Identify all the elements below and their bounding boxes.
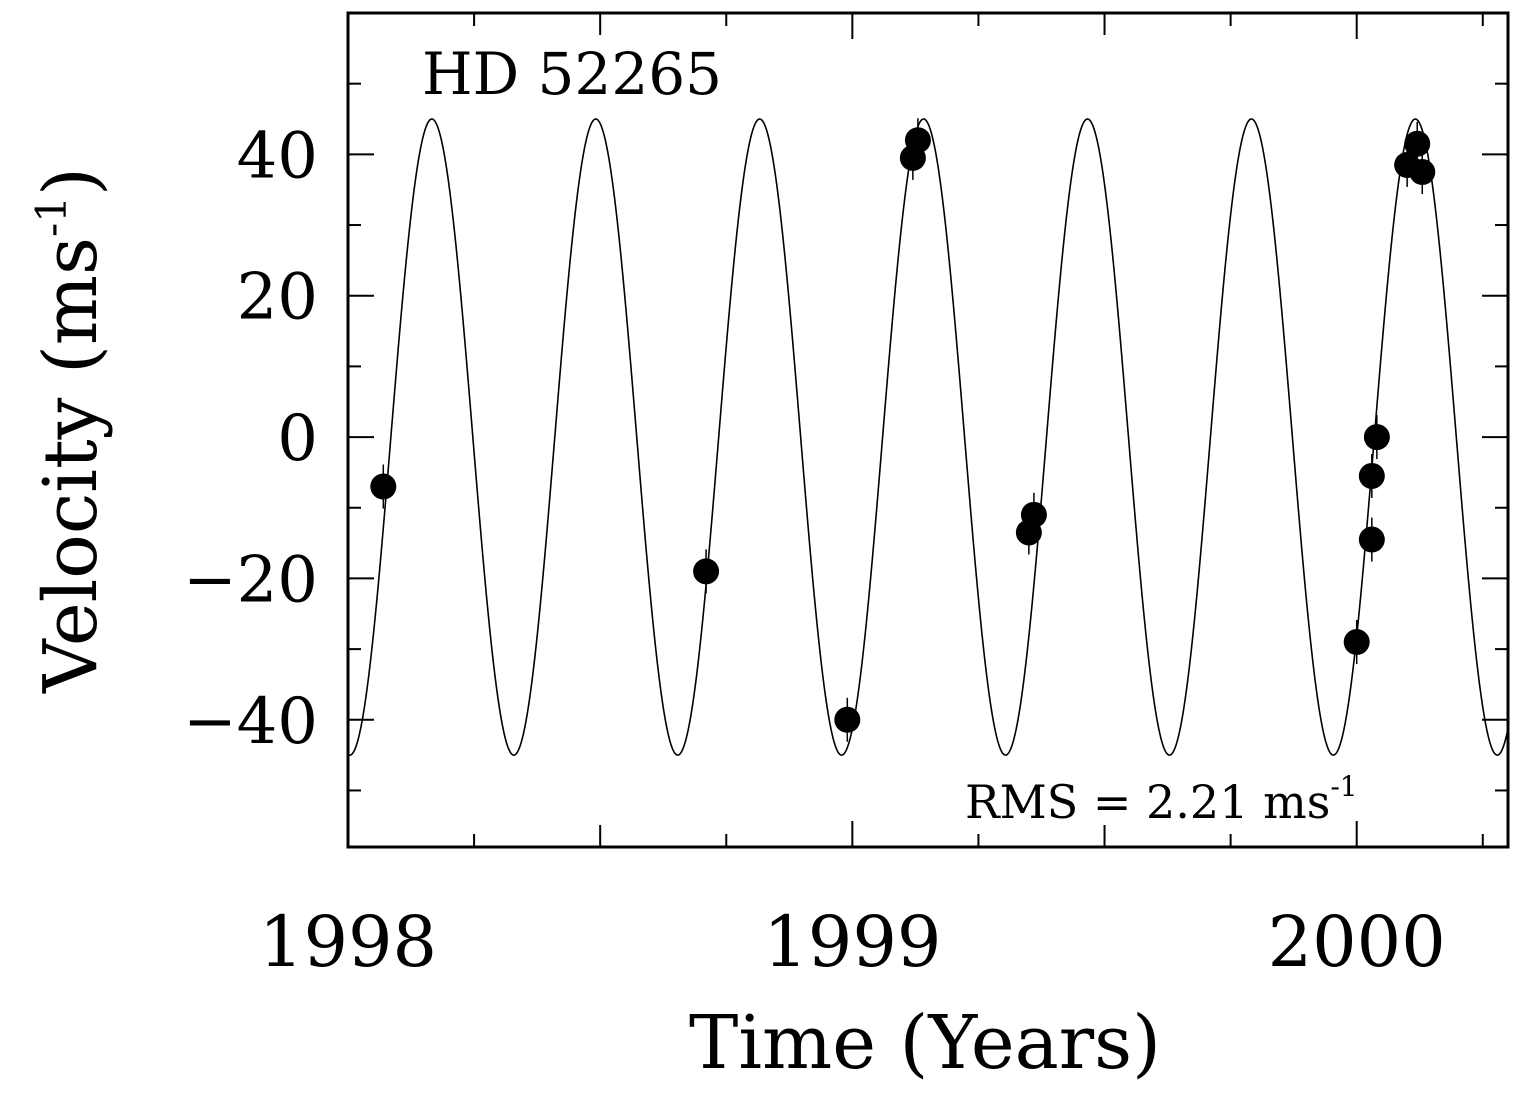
data-point <box>1020 501 1047 528</box>
x-tick-label: 1998 <box>259 901 437 983</box>
y-tick-label: 20 <box>237 261 318 335</box>
y-tick-label: −20 <box>183 543 318 617</box>
data-point <box>1363 424 1390 451</box>
y-tick-label: 0 <box>277 402 318 476</box>
y-axis-label-close: ) <box>28 167 114 196</box>
data-point <box>1343 629 1370 656</box>
x-tick-label: 2000 <box>1268 901 1446 983</box>
star-name-annotation: HD 52265 <box>422 40 722 108</box>
rms-unit-exponent: -1 <box>1330 770 1357 803</box>
orbit-model-curve <box>347 118 1509 756</box>
x-tick-label: 1999 <box>763 901 941 983</box>
data-point <box>834 706 861 733</box>
y-tick-label: −40 <box>183 685 318 759</box>
data-point <box>1358 526 1385 553</box>
data-point <box>693 558 720 585</box>
velocity-data-points <box>370 118 1436 742</box>
rms-annotation: RMS = 2.21 ms-1 <box>965 770 1358 829</box>
y-tick-labels: 40 20 0 −20 −40 <box>183 119 318 758</box>
data-point <box>1409 159 1436 186</box>
x-tick-labels: 1998 1999 2000 <box>259 901 1446 983</box>
rms-text: RMS = 2.21 ms <box>965 775 1330 829</box>
y-axis-label-exponent: -1 <box>27 196 76 237</box>
data-point <box>1358 462 1385 489</box>
minor-ticks <box>348 13 1508 847</box>
data-point <box>370 473 397 500</box>
plot-frame <box>346 11 1510 849</box>
data-point <box>1404 130 1431 157</box>
data-point <box>904 127 931 154</box>
y-axis-label-text: Velocity (ms <box>28 237 114 694</box>
y-tick-label: 40 <box>237 119 318 193</box>
x-axis-label: Time (Years) <box>689 1000 1161 1086</box>
y-axis-label: Velocity (ms-1) <box>27 167 114 694</box>
